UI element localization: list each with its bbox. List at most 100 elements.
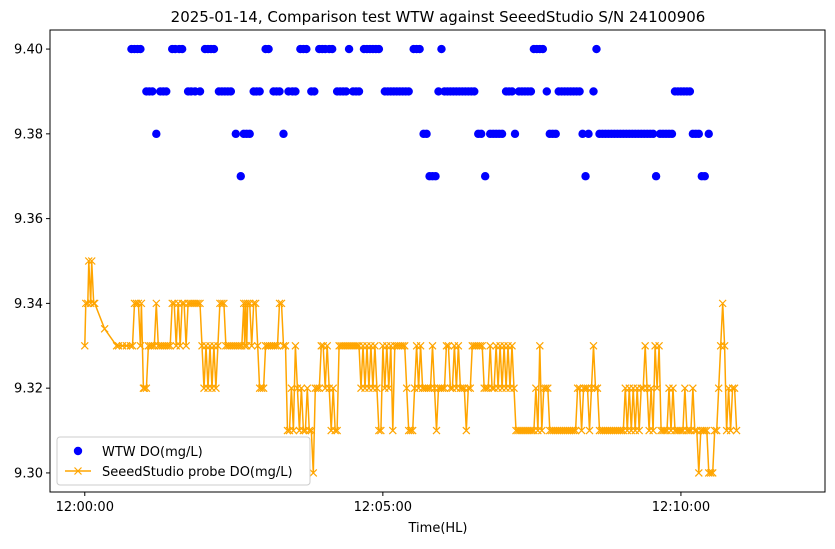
- seeed-marker: [315, 384, 324, 393]
- axes-layer: 9.30 9.32 9.34 9.36 9.38 9.40 12:00:00 12:05:00…: [14, 29, 826, 515]
- seeed-marker: [176, 341, 185, 350]
- seeed-series-line: [84, 260, 738, 474]
- wtw-point: [422, 129, 431, 139]
- wtw-point: [694, 129, 704, 139]
- wtw-point: [344, 44, 354, 54]
- seeed-marker: [708, 469, 717, 477]
- plot-frame: [49, 29, 826, 493]
- wtw-point: [255, 87, 264, 96]
- seeed-marker: [168, 299, 177, 308]
- seeed-marker: [726, 426, 735, 435]
- seeed-marker: [510, 384, 518, 393]
- seeed-marker: [273, 341, 282, 350]
- seeed-marker: [732, 426, 741, 435]
- wtw-point: [651, 172, 661, 181]
- wtw-point: [162, 87, 171, 96]
- seeed-marker: [446, 384, 455, 393]
- seeed-marker: [438, 384, 447, 393]
- wtw-point: [341, 87, 351, 96]
- seeed-marker: [212, 384, 220, 393]
- seeed-marker: [303, 384, 312, 393]
- seeed-marker: [164, 341, 173, 350]
- wtw-point: [648, 129, 658, 139]
- wtw-point: [177, 44, 187, 54]
- seeed-marker: [259, 384, 268, 393]
- wtw-point: [209, 44, 219, 54]
- seeed-marker: [684, 426, 693, 435]
- seeed-marker: [454, 341, 463, 350]
- y-tick-label: 9.38: [14, 127, 43, 142]
- wtw-point: [507, 87, 517, 96]
- seeed-marker: [182, 341, 191, 350]
- seeed-marker: [653, 384, 662, 393]
- seeed-marker: [690, 426, 699, 435]
- seeed-marker: [432, 426, 441, 435]
- seeed-marker: [462, 426, 471, 435]
- seeed-marker: [251, 299, 260, 308]
- seeed-marker: [700, 426, 709, 435]
- seeed-marker: [249, 299, 258, 308]
- legend-wtw-label: WTW DO(mg/L): [102, 445, 203, 460]
- wtw-point: [231, 129, 241, 139]
- seeed-marker: [140, 384, 149, 393]
- seeed-marker: [647, 384, 656, 393]
- seeed-marker: [669, 384, 677, 393]
- seeed-marker: [593, 384, 602, 393]
- seeed-marker: [416, 341, 425, 350]
- seeed-marker: [398, 341, 407, 350]
- seeed-marker: [90, 299, 99, 308]
- seeed-marker: [577, 426, 586, 435]
- seeed-marker: [569, 426, 578, 435]
- wtw-point: [264, 44, 273, 54]
- seeed-marker: [257, 384, 266, 393]
- seeed-marker: [240, 341, 249, 350]
- wtw-point: [667, 129, 677, 139]
- seeed-marker: [307, 426, 316, 435]
- wtw-point: [589, 87, 598, 96]
- seeed-marker: [486, 341, 495, 350]
- seeed-marker: [458, 384, 467, 393]
- x-tick-label: 12:05:00: [354, 500, 412, 515]
- seeed-marker: [372, 384, 381, 393]
- seeed-marker: [649, 426, 658, 435]
- wtw-point: [136, 44, 145, 54]
- wtw-point: [497, 129, 507, 139]
- seeed-marker: [309, 469, 318, 477]
- x-axis-label: Time(HL): [408, 521, 468, 536]
- seeed-marker: [677, 426, 685, 435]
- seeed-marker: [219, 299, 228, 308]
- seeed-marker: [482, 384, 491, 393]
- seeed-marker: [688, 384, 697, 393]
- wtw-point: [704, 129, 713, 139]
- seeed-marker: [281, 341, 290, 350]
- seeed-marker: [317, 341, 326, 350]
- wtw-point: [354, 87, 364, 96]
- wtw-point: [575, 87, 584, 96]
- wtw-point: [404, 87, 413, 96]
- seeed-marker: [84, 257, 93, 265]
- wtw-point: [538, 44, 548, 54]
- seeed-marker: [139, 384, 148, 393]
- y-tick-label: 9.34: [14, 297, 43, 312]
- y-tick-label: 9.40: [14, 43, 43, 58]
- seeed-marker: [136, 341, 145, 350]
- seeed-marker: [466, 384, 475, 393]
- seeed-marker: [137, 299, 146, 308]
- wtw-point: [526, 87, 536, 96]
- seeed-marker: [89, 299, 98, 308]
- seeed-marker: [478, 341, 487, 350]
- seeed-marker: [271, 341, 280, 350]
- seeed-marker: [329, 384, 338, 393]
- seeed-marker: [148, 341, 157, 350]
- wtw-point: [152, 129, 161, 139]
- wtw-point: [310, 87, 319, 96]
- seeed-marker: [134, 299, 143, 308]
- seeed-marker: [376, 426, 385, 435]
- seeed-marker: [299, 426, 308, 435]
- seeed-marker: [442, 341, 451, 350]
- legend-seeed-label: SeeedStudio probe DO(mg/L): [102, 465, 293, 480]
- seeed-marker: [126, 341, 135, 350]
- wtw-point: [437, 44, 446, 54]
- seeed-marker: [440, 384, 449, 393]
- seeed-marker: [543, 384, 552, 393]
